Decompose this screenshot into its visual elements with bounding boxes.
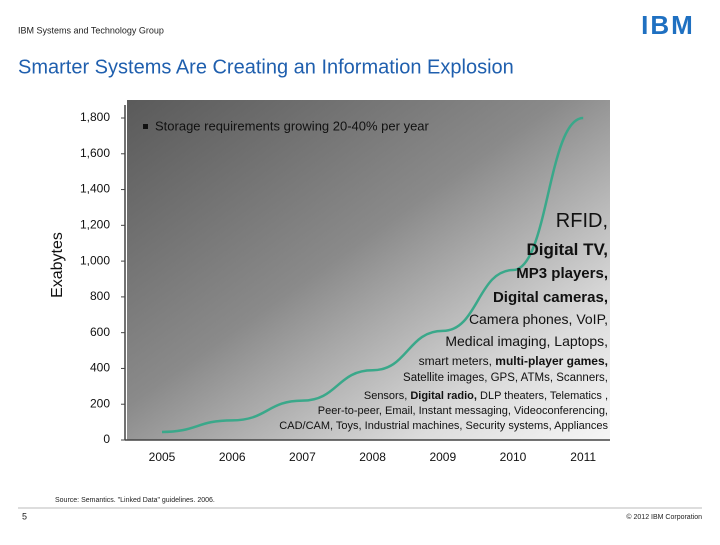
annotation-line: Sensors, Digital radio, DLP theaters, Te…: [364, 390, 608, 402]
annotation-segment: Peer-to-peer, Email, Instant messaging, …: [318, 405, 608, 417]
title: Smarter Systems Are Creating an Informat…: [18, 56, 514, 78]
annotation-segment: Digital cameras,: [493, 289, 608, 306]
annotation-segment: multi-player games,: [495, 354, 608, 368]
y-tick-label: 400: [90, 361, 110, 375]
y-tick-label: 1,800: [80, 110, 110, 124]
photo-background: [127, 100, 610, 440]
annotation-line: CAD/CAM, Toys, Industrial machines, Secu…: [279, 420, 608, 432]
x-tick-label: 2010: [500, 450, 527, 464]
source: Source: Semantics. "Linked Data" guideli…: [55, 497, 215, 504]
annotation-segment: CAD/CAM, Toys, Industrial machines, Secu…: [279, 420, 608, 432]
subtitle: Storage requirements growing 20-40% per …: [155, 118, 430, 133]
annotation-segment: smart meters,: [419, 354, 496, 368]
y-tick-label: 1,200: [80, 218, 110, 232]
y-tick-label: 0: [103, 432, 110, 446]
x-tick-label: 2007: [289, 450, 316, 464]
x-tick-label: 2005: [149, 450, 176, 464]
annotation-segment: Satellite images, GPS, ATMs, Scanners,: [403, 372, 608, 384]
annotation-line: Digital cameras,: [493, 289, 608, 306]
annotation-line: smart meters, multi-player games,: [419, 354, 608, 368]
annotation-segment: DLP theaters, Telematics ,: [477, 390, 608, 402]
annotation-line: Digital TV,: [526, 240, 608, 259]
annotation-line: Satellite images, GPS, ATMs, Scanners,: [403, 372, 608, 384]
x-tick-label: 2009: [429, 450, 456, 464]
annotation-line: Camera phones, VoIP,: [469, 311, 608, 327]
y-tick-label: 800: [90, 289, 110, 303]
annotation-line: RFID,: [556, 210, 608, 232]
y-tick-label: 600: [90, 325, 110, 339]
y-tick-label: 1,600: [80, 146, 110, 160]
y-tick-label: 1,000: [80, 253, 110, 267]
x-tick-label: 2011: [570, 450, 596, 464]
y-tick-label: 200: [90, 396, 110, 410]
annotation-segment: Sensors,: [364, 390, 410, 402]
annotation-segment: Digital TV,: [526, 240, 608, 259]
annotation-line: Medical imaging, Laptops,: [445, 333, 608, 349]
logo: IBM: [641, 10, 695, 40]
header: IBM Systems and Technology Group: [18, 25, 164, 35]
y-axis-label: Exabytes: [49, 232, 66, 298]
annotation-segment: RFID,: [556, 210, 608, 232]
y-tick-label: 1,400: [80, 182, 110, 196]
annotation-segment: MP3 players,: [516, 265, 608, 282]
copyright: © 2012 IBM Corporation: [626, 513, 702, 521]
x-tick-label: 2006: [219, 450, 246, 464]
annotation-line: Peer-to-peer, Email, Instant messaging, …: [318, 405, 608, 417]
page-number: 5: [22, 511, 27, 521]
annotation-line: MP3 players,: [516, 265, 608, 282]
annotation-segment: Medical imaging, Laptops,: [445, 333, 608, 349]
data-line: [161, 116, 584, 434]
annotation-segment: Camera phones, VoIP,: [469, 311, 608, 327]
x-tick-label: 2008: [359, 450, 386, 464]
annotation-segment: Digital radio,: [410, 390, 477, 402]
bullet: [143, 124, 148, 129]
